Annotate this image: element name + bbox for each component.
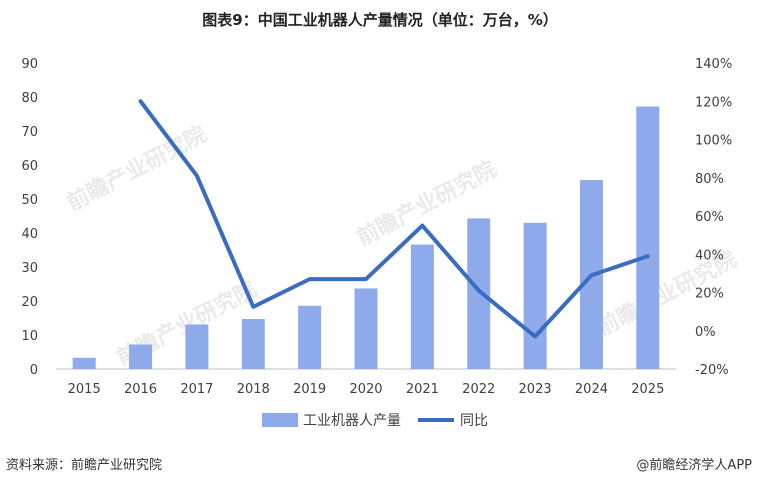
y-right-tick-label: 60% bbox=[695, 210, 724, 225]
source-note: 资料来源：前瞻产业研究院 bbox=[6, 458, 163, 473]
bar-2020 bbox=[354, 288, 378, 369]
x-tick-label: 2019 bbox=[293, 382, 326, 397]
x-tick-label: 2023 bbox=[519, 382, 552, 397]
y-left-tick-label: 60 bbox=[21, 159, 38, 174]
y-left-tick-label: 20 bbox=[21, 295, 38, 310]
bar-2018 bbox=[241, 319, 265, 369]
line-point-2024 bbox=[589, 273, 593, 277]
line-point-2016 bbox=[139, 99, 143, 103]
line-series-yoy bbox=[138, 99, 650, 339]
y-right-tick-label: -20% bbox=[695, 363, 729, 378]
bar-2017 bbox=[185, 324, 209, 369]
bar-2016 bbox=[129, 344, 153, 369]
x-tick-label: 2021 bbox=[406, 382, 439, 397]
bar-2023 bbox=[523, 222, 547, 369]
watermark-0: 前瞻产业研究院 bbox=[63, 121, 211, 216]
x-tick-label: 2025 bbox=[631, 382, 664, 397]
line-point-2020 bbox=[364, 277, 368, 281]
y-left-tick-label: 80 bbox=[21, 91, 38, 106]
chart-title: 图表9：中国工业机器人产量情况（单位：万台，%） bbox=[202, 11, 558, 29]
y-right-tick-label: 100% bbox=[695, 134, 732, 149]
y-left-tick-label: 40 bbox=[21, 227, 38, 242]
y-right-tick-label: 40% bbox=[695, 248, 724, 263]
y-left-tick-label: 0 bbox=[30, 363, 38, 378]
line-point-2019 bbox=[308, 277, 312, 281]
y-right-tick-label: 140% bbox=[695, 57, 732, 72]
bar-2025 bbox=[636, 106, 660, 370]
y-right-tick-label: 0% bbox=[695, 325, 716, 340]
credit-note: @前瞻经济学人APP bbox=[636, 458, 752, 473]
y-left-tick-label: 70 bbox=[21, 125, 38, 140]
bar-2019 bbox=[298, 305, 322, 369]
y-left-tick-label: 90 bbox=[21, 57, 38, 72]
line-point-2025 bbox=[646, 254, 650, 258]
line-point-2018 bbox=[251, 305, 255, 309]
legend-bar-label: 工业机器人产量 bbox=[303, 413, 401, 429]
line-point-2017 bbox=[195, 174, 199, 178]
y-right-tick-label: 80% bbox=[695, 172, 724, 187]
line-point-2023 bbox=[533, 334, 537, 338]
x-tick-label: 2018 bbox=[237, 382, 270, 397]
x-tick-label: 2017 bbox=[180, 382, 213, 397]
legend-line-label: 同比 bbox=[460, 413, 488, 429]
y-left-tick-label: 50 bbox=[21, 193, 38, 208]
x-tick-label: 2022 bbox=[462, 382, 495, 397]
y-left-tick-label: 10 bbox=[21, 329, 38, 344]
y-right-tick-label: 20% bbox=[695, 287, 724, 302]
y-left-tick-label: 30 bbox=[21, 261, 38, 276]
line-point-2021 bbox=[420, 224, 424, 228]
x-tick-label: 2016 bbox=[124, 382, 157, 397]
legend-bar-swatch bbox=[262, 413, 298, 427]
x-tick-label: 2024 bbox=[575, 382, 608, 397]
x-tick-label: 2015 bbox=[68, 382, 101, 397]
x-tick-label: 2020 bbox=[349, 382, 382, 397]
line-point-2022 bbox=[477, 289, 481, 293]
bar-2015 bbox=[72, 357, 96, 369]
bar-2022 bbox=[467, 218, 491, 369]
bar-2021 bbox=[410, 244, 434, 369]
y-right-tick-label: 120% bbox=[695, 95, 732, 110]
